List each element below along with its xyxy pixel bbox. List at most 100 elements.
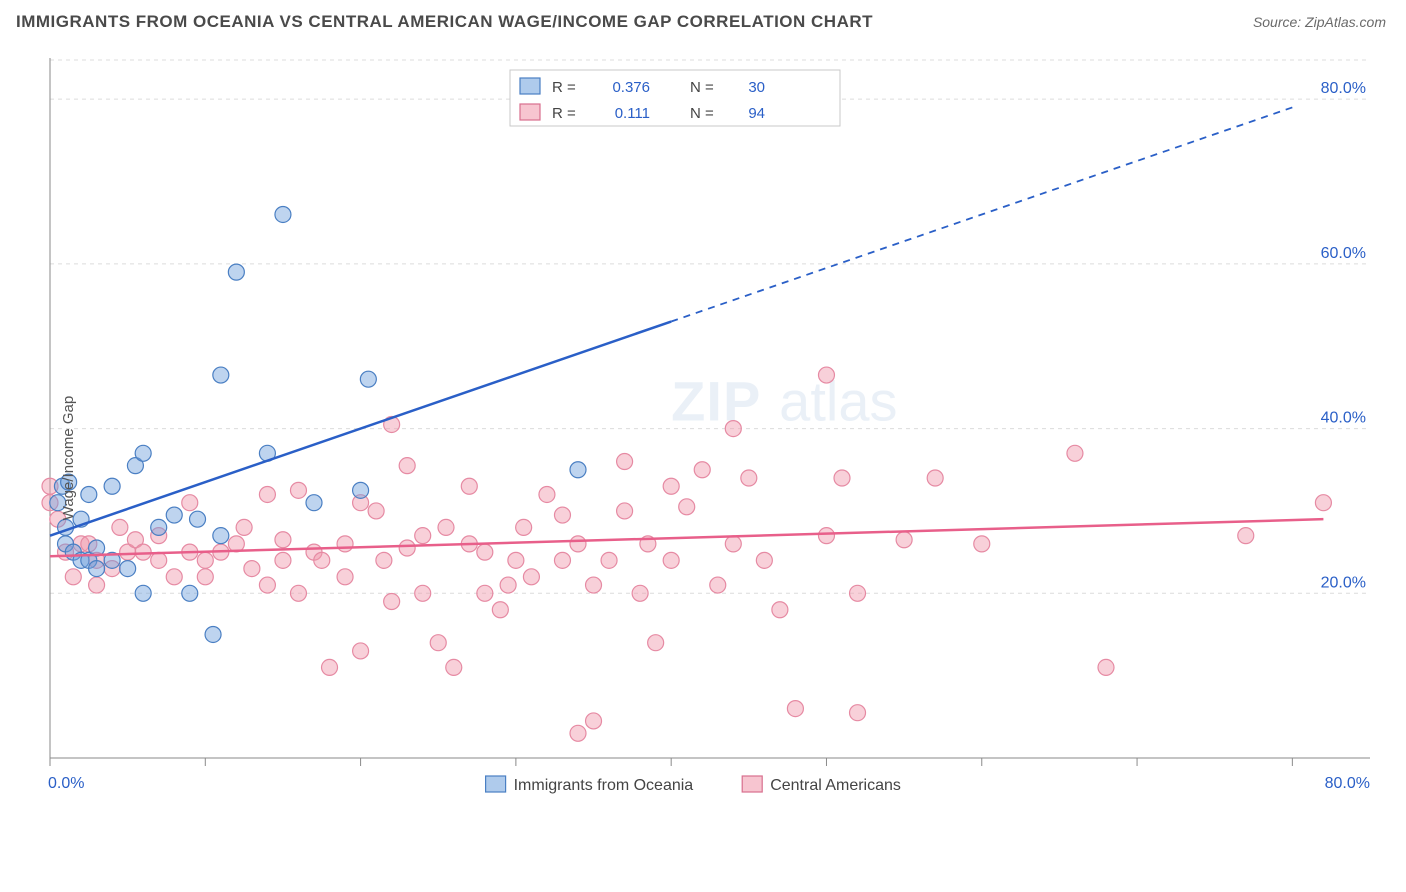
data-point-central bbox=[368, 503, 384, 519]
data-point-central bbox=[399, 540, 415, 556]
data-point-oceania bbox=[360, 371, 376, 387]
data-point-central bbox=[314, 552, 330, 568]
data-point-central bbox=[376, 552, 392, 568]
data-point-oceania bbox=[205, 626, 221, 642]
data-point-central bbox=[1238, 528, 1254, 544]
data-point-oceania bbox=[182, 585, 198, 601]
data-point-central bbox=[500, 577, 516, 593]
data-point-central bbox=[415, 585, 431, 601]
data-point-central bbox=[322, 659, 338, 675]
data-point-oceania bbox=[213, 367, 229, 383]
data-point-central bbox=[415, 528, 431, 544]
legend-swatch bbox=[486, 776, 506, 792]
legend-r-label: R = bbox=[552, 105, 576, 122]
legend-series-label: Central Americans bbox=[770, 777, 901, 794]
data-point-oceania bbox=[135, 445, 151, 461]
data-point-central bbox=[446, 659, 462, 675]
data-point-oceania bbox=[89, 561, 105, 577]
correlation-scatter-chart: 20.0%40.0%60.0%80.0%ZIPatlasR =0.376N =3… bbox=[0, 48, 1406, 868]
data-point-central bbox=[834, 470, 850, 486]
legend-swatch bbox=[520, 78, 540, 94]
y-axis-label: Wage/Income Gap bbox=[60, 396, 77, 521]
data-point-central bbox=[337, 536, 353, 552]
data-point-oceania bbox=[353, 482, 369, 498]
legend-n-label: N = bbox=[690, 105, 714, 122]
data-point-oceania bbox=[306, 495, 322, 511]
data-point-central bbox=[197, 569, 213, 585]
data-point-central bbox=[648, 635, 664, 651]
data-point-central bbox=[166, 569, 182, 585]
data-point-central bbox=[974, 536, 990, 552]
x-axis-min-label: 0.0% bbox=[48, 775, 84, 792]
data-point-oceania bbox=[120, 561, 136, 577]
data-point-central bbox=[772, 602, 788, 618]
watermark: atlas bbox=[779, 369, 897, 432]
data-point-central bbox=[586, 577, 602, 593]
data-point-central bbox=[477, 585, 493, 601]
data-point-central bbox=[896, 532, 912, 548]
data-point-central bbox=[756, 552, 772, 568]
data-point-central bbox=[461, 478, 477, 494]
data-point-central bbox=[244, 561, 260, 577]
trendline-oceania-extrapolated bbox=[671, 107, 1292, 321]
data-point-central bbox=[290, 585, 306, 601]
legend-r-label: R = bbox=[552, 79, 576, 96]
legend-swatch bbox=[742, 776, 762, 792]
data-point-oceania bbox=[228, 264, 244, 280]
legend-n-label: N = bbox=[690, 79, 714, 96]
data-point-central bbox=[617, 454, 633, 470]
data-point-central bbox=[554, 552, 570, 568]
watermark: ZIP bbox=[671, 369, 761, 432]
data-point-central bbox=[151, 552, 167, 568]
data-point-central bbox=[65, 569, 81, 585]
data-point-central bbox=[353, 643, 369, 659]
data-point-central bbox=[1315, 495, 1331, 511]
data-point-central bbox=[275, 552, 291, 568]
data-point-oceania bbox=[570, 462, 586, 478]
data-point-oceania bbox=[135, 585, 151, 601]
legend-series-label: Immigrants from Oceania bbox=[514, 777, 694, 794]
data-point-oceania bbox=[275, 206, 291, 222]
data-point-central bbox=[438, 519, 454, 535]
x-axis-max-label: 80.0% bbox=[1325, 775, 1370, 792]
legend-r-value: 0.376 bbox=[612, 79, 650, 96]
y-tick-label: 20.0% bbox=[1321, 574, 1366, 591]
data-point-oceania bbox=[81, 486, 97, 502]
data-point-oceania bbox=[104, 478, 120, 494]
legend-r-value: 0.111 bbox=[615, 105, 650, 122]
data-point-central bbox=[112, 519, 128, 535]
data-point-central bbox=[236, 519, 252, 535]
data-point-central bbox=[539, 486, 555, 502]
data-point-central bbox=[632, 585, 648, 601]
data-point-central bbox=[586, 713, 602, 729]
data-point-central bbox=[259, 486, 275, 502]
data-point-central bbox=[725, 536, 741, 552]
legend-n-value: 30 bbox=[748, 79, 765, 96]
data-point-central bbox=[197, 552, 213, 568]
chart-title: IMMIGRANTS FROM OCEANIA VS CENTRAL AMERI… bbox=[16, 12, 873, 32]
data-point-central bbox=[290, 482, 306, 498]
data-point-central bbox=[710, 577, 726, 593]
data-point-central bbox=[275, 532, 291, 548]
data-point-central bbox=[337, 569, 353, 585]
data-point-central bbox=[741, 470, 757, 486]
data-point-central bbox=[516, 519, 532, 535]
data-point-central bbox=[384, 594, 400, 610]
data-point-central bbox=[617, 503, 633, 519]
data-point-central bbox=[927, 470, 943, 486]
data-point-central bbox=[523, 569, 539, 585]
data-point-central bbox=[89, 577, 105, 593]
data-point-central bbox=[818, 528, 834, 544]
data-point-central bbox=[477, 544, 493, 560]
data-point-oceania bbox=[213, 528, 229, 544]
data-point-oceania bbox=[190, 511, 206, 527]
y-tick-label: 60.0% bbox=[1321, 245, 1366, 262]
data-point-central bbox=[694, 462, 710, 478]
data-point-central bbox=[508, 552, 524, 568]
source-attribution: Source: ZipAtlas.com bbox=[1253, 14, 1386, 30]
data-point-central bbox=[259, 577, 275, 593]
data-point-central bbox=[850, 705, 866, 721]
data-point-central bbox=[182, 495, 198, 511]
legend-n-value: 94 bbox=[748, 105, 765, 122]
data-point-central bbox=[570, 536, 586, 552]
